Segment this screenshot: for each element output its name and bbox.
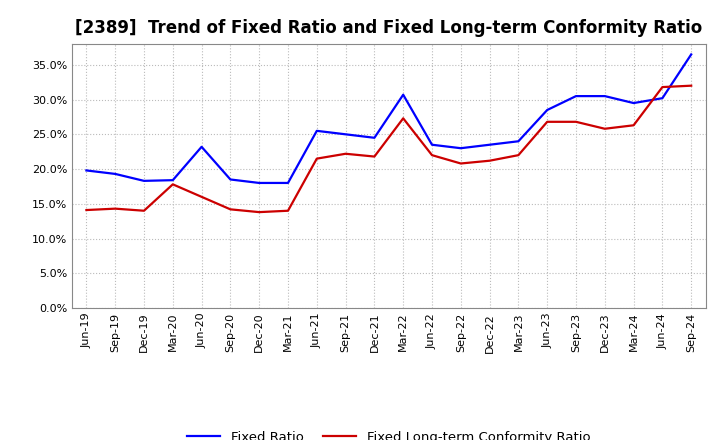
- Fixed Long-term Conformity Ratio: [543, 119, 552, 125]
- Fixed Long-term Conformity Ratio: [572, 119, 580, 125]
- Fixed Ratio: [572, 93, 580, 99]
- Fixed Ratio: [485, 142, 494, 147]
- Fixed Long-term Conformity Ratio: [197, 194, 206, 199]
- Fixed Ratio: [226, 177, 235, 182]
- Fixed Ratio: [456, 146, 465, 151]
- Fixed Long-term Conformity Ratio: [370, 154, 379, 159]
- Fixed Long-term Conformity Ratio: [341, 151, 350, 156]
- Fixed Long-term Conformity Ratio: [255, 209, 264, 215]
- Fixed Ratio: [312, 128, 321, 133]
- Fixed Ratio: [687, 52, 696, 57]
- Fixed Ratio: [428, 142, 436, 147]
- Fixed Ratio: [284, 180, 292, 186]
- Fixed Ratio: [370, 135, 379, 140]
- Fixed Ratio: [140, 178, 148, 183]
- Fixed Ratio: [255, 180, 264, 186]
- Fixed Long-term Conformity Ratio: [687, 83, 696, 88]
- Fixed Long-term Conformity Ratio: [428, 153, 436, 158]
- Line: Fixed Long-term Conformity Ratio: Fixed Long-term Conformity Ratio: [86, 86, 691, 212]
- Line: Fixed Ratio: Fixed Ratio: [86, 55, 691, 183]
- Fixed Long-term Conformity Ratio: [284, 208, 292, 213]
- Fixed Long-term Conformity Ratio: [485, 158, 494, 163]
- Fixed Ratio: [168, 177, 177, 183]
- Legend: Fixed Ratio, Fixed Long-term Conformity Ratio: Fixed Ratio, Fixed Long-term Conformity …: [182, 425, 595, 440]
- Fixed Ratio: [514, 139, 523, 144]
- Fixed Long-term Conformity Ratio: [456, 161, 465, 166]
- Fixed Ratio: [399, 92, 408, 97]
- Fixed Ratio: [111, 171, 120, 176]
- Fixed Long-term Conformity Ratio: [600, 126, 609, 132]
- Fixed Ratio: [629, 100, 638, 106]
- Fixed Ratio: [341, 132, 350, 137]
- Fixed Long-term Conformity Ratio: [312, 156, 321, 161]
- Fixed Ratio: [600, 93, 609, 99]
- Fixed Ratio: [658, 95, 667, 101]
- Fixed Long-term Conformity Ratio: [226, 207, 235, 212]
- Fixed Long-term Conformity Ratio: [629, 123, 638, 128]
- Fixed Long-term Conformity Ratio: [399, 116, 408, 121]
- Fixed Ratio: [82, 168, 91, 173]
- Fixed Ratio: [197, 144, 206, 150]
- Fixed Long-term Conformity Ratio: [111, 206, 120, 211]
- Fixed Long-term Conformity Ratio: [140, 208, 148, 213]
- Fixed Ratio: [543, 107, 552, 113]
- Fixed Long-term Conformity Ratio: [514, 153, 523, 158]
- Fixed Long-term Conformity Ratio: [82, 207, 91, 213]
- Fixed Long-term Conformity Ratio: [658, 84, 667, 90]
- Title: [2389]  Trend of Fixed Ratio and Fixed Long-term Conformity Ratio: [2389] Trend of Fixed Ratio and Fixed Lo…: [75, 19, 703, 37]
- Fixed Long-term Conformity Ratio: [168, 182, 177, 187]
